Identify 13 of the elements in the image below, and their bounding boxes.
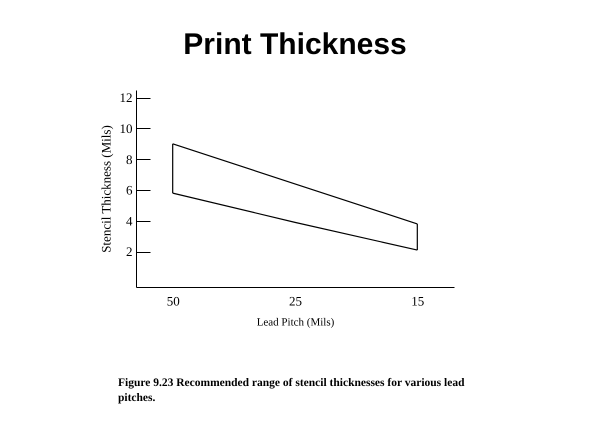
y-axis-title: Stencil Thickness (Mils) (98, 125, 114, 253)
y-tick-label: 2 (126, 244, 132, 260)
x-tick-label: 15 (411, 294, 424, 308)
caption: Figure 9.23 Recommended range of stencil thicknesses for various lead pitches. (118, 376, 466, 406)
y-tick-label: 10 (120, 120, 132, 136)
x-tick-label: 25 (289, 294, 302, 308)
y-tick-label: 12 (120, 90, 132, 106)
y-tick-label: 4 (126, 213, 133, 228)
y-tick-label: 8 (126, 152, 132, 167)
chart-title: Print Thickness (183, 28, 407, 61)
x-tick-label: 50 (166, 294, 180, 308)
x-axis-title: Lead Pitch (Mils) (256, 316, 335, 328)
y-tick-label: 6 (126, 182, 133, 198)
